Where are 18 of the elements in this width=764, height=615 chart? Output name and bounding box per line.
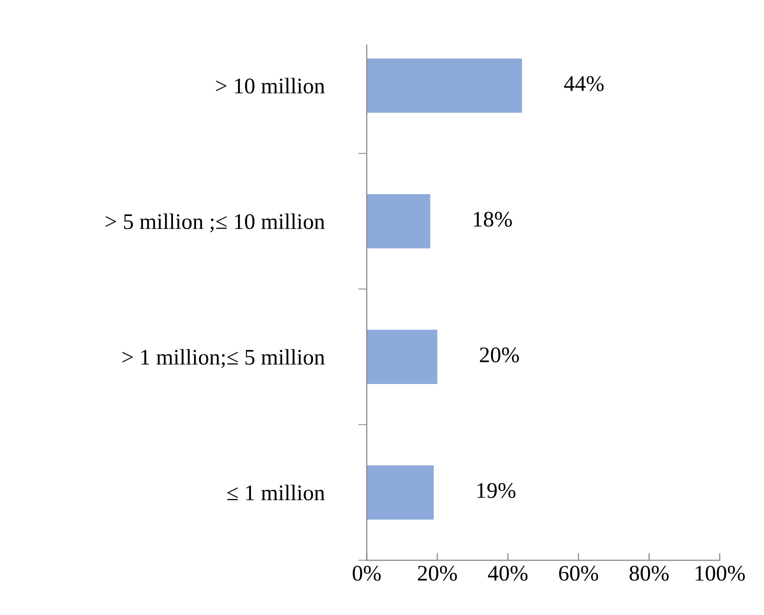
x-tick-label: 60% — [559, 566, 598, 581]
x-tick-label: 40% — [488, 566, 528, 581]
bar — [366, 330, 438, 384]
data-label: 19% — [477, 483, 516, 498]
data-label: 18% — [474, 212, 512, 227]
x-tick-label: 80% — [630, 566, 669, 581]
data-label: 20% — [480, 347, 519, 362]
y-tick-label: ≤ 1 million — [227, 484, 325, 500]
y-tick-label: > 10 million — [216, 78, 325, 94]
y-tick-label: > 5 million ;≤ 10 million — [106, 213, 325, 232]
bar — [366, 58, 522, 113]
x-tick-label: 20% — [418, 566, 457, 581]
bar — [366, 194, 430, 248]
x-tick-label: 0% — [352, 566, 381, 581]
data-label: 44% — [564, 76, 604, 92]
y-tick-label: > 1 million;≤ 5 million — [122, 349, 325, 368]
x-tick-label: 100% — [696, 566, 745, 581]
bar — [366, 465, 434, 520]
